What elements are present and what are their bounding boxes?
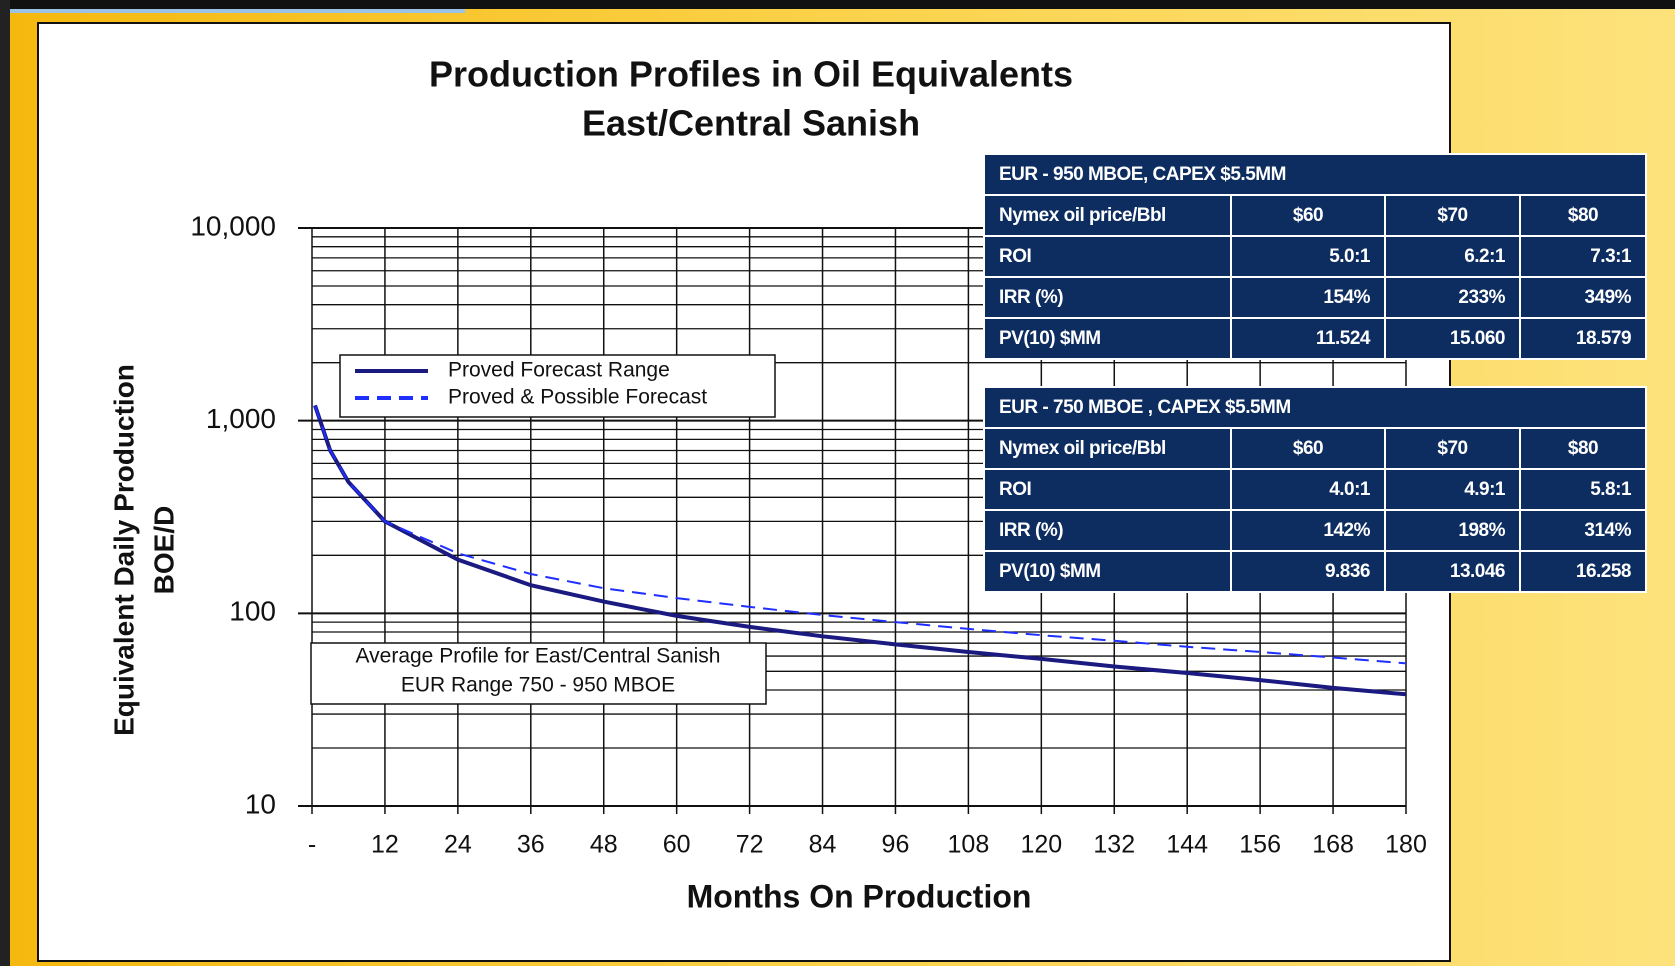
table-cell: Nymex oil price/Bbl — [983, 427, 1232, 470]
x-tick-label: 72 — [736, 831, 764, 859]
table-cell: IRR (%) — [983, 276, 1232, 319]
table-cell: 11.524 — [1230, 317, 1386, 360]
table-cell: 314% — [1518, 509, 1648, 552]
table-cell: ROI — [983, 235, 1232, 278]
x-tick-label: 132 — [1093, 831, 1135, 859]
table-cell: $70 — [1384, 427, 1521, 470]
annotation: Average Profile for East/Central Sanish — [356, 645, 721, 668]
x-tick-label: 84 — [809, 831, 837, 859]
table-cell: 7.3:1 — [1518, 235, 1648, 278]
x-tick-label: 156 — [1239, 831, 1281, 859]
legend-box — [339, 354, 776, 418]
table-cell: 233% — [1384, 276, 1521, 319]
table-header: EUR - 750 MBOE , CAPEX $5.5MM — [982, 386, 1648, 429]
x-tick-label: 24 — [444, 831, 472, 859]
series-line — [314, 405, 1407, 665]
x-tick-label: 60 — [663, 831, 691, 859]
x-axis-title: Months On Production — [687, 878, 1032, 914]
x-tick-label: 96 — [882, 831, 910, 859]
annotation-box — [310, 642, 767, 705]
x-tick-label: 108 — [948, 831, 990, 859]
y-axis-title: BOE/D — [148, 506, 179, 595]
table-cell: 6.2:1 — [1384, 235, 1521, 278]
table-cell: 198% — [1384, 509, 1521, 552]
table-cell: PV(10) $MM — [983, 317, 1232, 360]
legend-label: Proved & Possible Forecast — [448, 386, 707, 409]
metrics-table: EUR - 950 MBOE, CAPEX $5.5MM Nymex oil pr… — [982, 153, 1648, 360]
y-tick-label: 1,000 — [206, 403, 276, 434]
table-cell: 16.258 — [1518, 550, 1648, 593]
table-cell: 5.0:1 — [1230, 235, 1386, 278]
table-cell: $60 — [1230, 194, 1386, 237]
x-tick-label: - — [308, 831, 316, 859]
table-cell: 4.9:1 — [1384, 468, 1521, 511]
table-cell: 349% — [1518, 276, 1648, 319]
table-cell: 18.579 — [1518, 317, 1648, 360]
x-tick-label: 12 — [371, 831, 399, 859]
y-tick-label: 10,000 — [190, 210, 276, 241]
annotation: EUR Range 750 - 950 MBOE — [401, 674, 675, 697]
table-cell: 9.836 — [1230, 550, 1386, 593]
table-cell: $80 — [1518, 427, 1648, 470]
chart-title: Production Profiles in Oil Equivalents — [429, 54, 1073, 95]
left-edge — [0, 0, 10, 966]
series-line — [313, 404, 1407, 697]
legend-label: Proved Forecast Range — [448, 359, 670, 382]
table-cell: 13.046 — [1384, 550, 1521, 593]
table-cell: 15.060 — [1384, 317, 1521, 360]
table-cell: 142% — [1230, 509, 1386, 552]
y-axis-title: Equivalent Daily Production — [108, 364, 139, 736]
top-bar — [0, 0, 1675, 9]
x-tick-label: 36 — [517, 831, 545, 859]
top-strip — [0, 9, 465, 13]
table-cell: $80 — [1518, 194, 1648, 237]
table-cell: $60 — [1230, 427, 1386, 470]
x-tick-label: 48 — [590, 831, 618, 859]
table-cell: Nymex oil price/Bbl — [983, 194, 1232, 237]
table-cell: 4.0:1 — [1230, 468, 1386, 511]
table-cell: 154% — [1230, 276, 1386, 319]
table-cell: IRR (%) — [983, 509, 1232, 552]
table-header: EUR - 950 MBOE, CAPEX $5.5MM — [982, 153, 1648, 196]
y-tick-label: 100 — [229, 596, 276, 627]
x-tick-label: 144 — [1166, 831, 1208, 859]
table-cell: 5.8:1 — [1518, 468, 1648, 511]
table-cell: $70 — [1384, 194, 1521, 237]
chart-subtitle: East/Central Sanish — [582, 103, 920, 144]
y-tick-label: 10 — [245, 788, 276, 819]
x-tick-label: 180 — [1385, 831, 1427, 859]
x-tick-label: 168 — [1312, 831, 1354, 859]
table-cell: ROI — [983, 468, 1232, 511]
table-cell: PV(10) $MM — [983, 550, 1232, 593]
metrics-table: EUR - 750 MBOE , CAPEX $5.5MM Nymex oil p… — [982, 386, 1648, 593]
x-tick-label: 120 — [1020, 831, 1062, 859]
